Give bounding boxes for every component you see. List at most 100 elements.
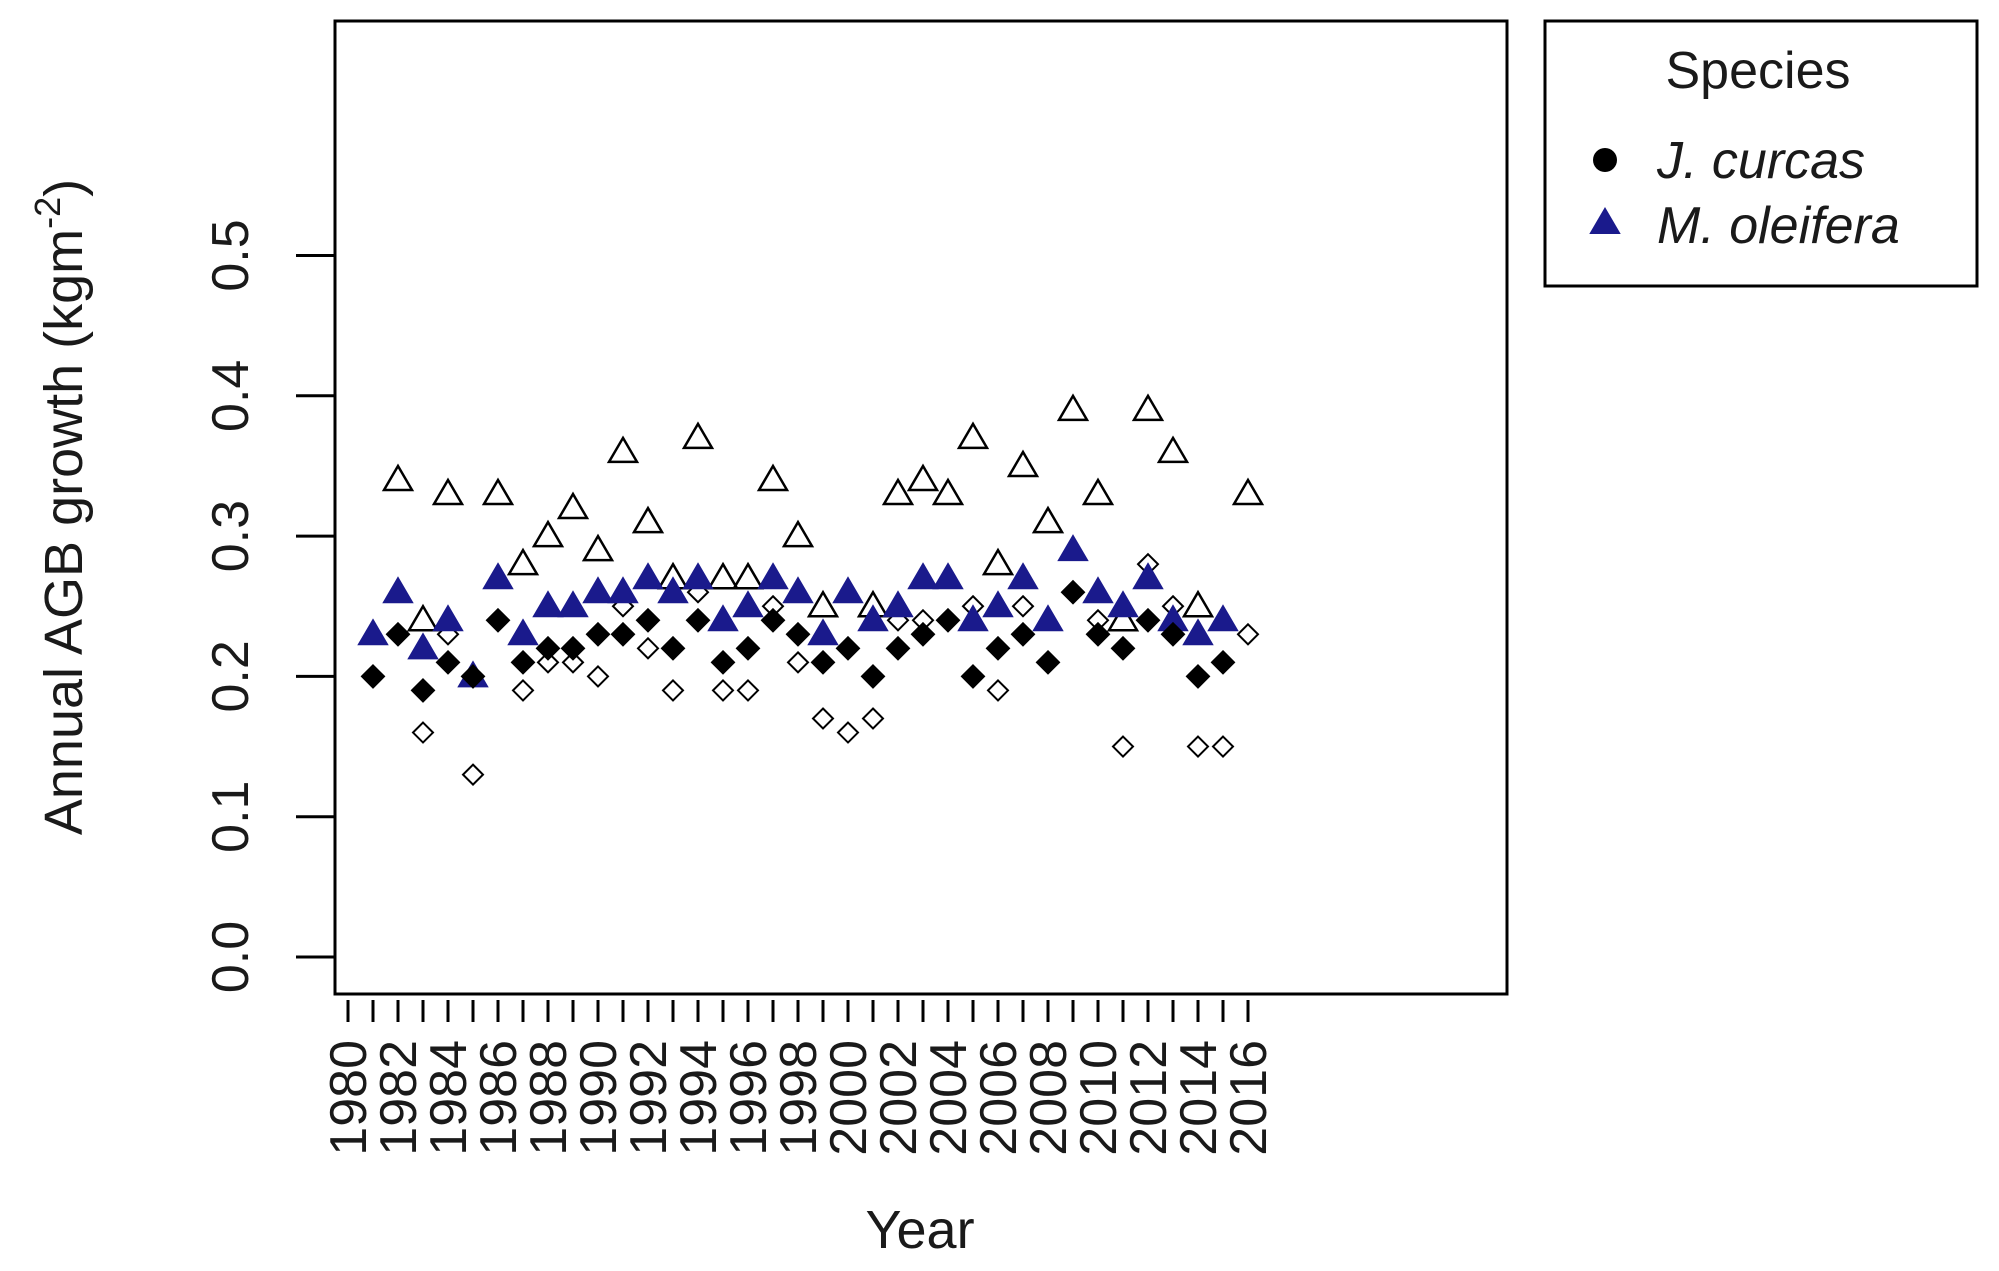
x-tick-label: 1984: [420, 1040, 478, 1156]
point-filled-triangle: [357, 618, 389, 646]
point-open-triangle: [531, 519, 565, 548]
point-open-diamond: [811, 707, 835, 730]
point-open-diamond: [636, 636, 660, 660]
point-open-triangle: [556, 491, 590, 520]
x-tick-label: 2014: [1170, 1040, 1228, 1156]
point-filled-diamond: [1160, 621, 1186, 647]
y-tick-label: 0.2: [202, 640, 260, 712]
x-tick-label: 1994: [670, 1040, 728, 1156]
point-open-triangle: [1181, 589, 1215, 618]
y-axis-title: Annual AGB growth (kgm-2): [27, 179, 94, 835]
point-filled-triangle: [657, 576, 689, 604]
legend-moleifera-label: M. oleifera: [1657, 197, 1900, 255]
x-axis-title: Year: [865, 1200, 974, 1260]
point-filled-diamond: [1135, 607, 1161, 633]
x-tick-label: 2004: [920, 1040, 978, 1156]
point-filled-triangle: [932, 562, 964, 590]
point-filled-diamond: [935, 607, 961, 633]
x-tick-label: 2006: [970, 1040, 1028, 1156]
point-open-triangle: [506, 547, 540, 576]
point-filled-diamond: [485, 607, 511, 633]
y-axis: 0.0 0.1 0.2 0.3 0.4 0.5: [202, 219, 335, 993]
point-filled-diamond: [910, 621, 936, 647]
point-open-diamond: [1236, 622, 1260, 646]
point-filled-triangle: [1082, 576, 1114, 604]
point-filled-diamond: [810, 649, 836, 675]
point-filled-triangle: [382, 576, 414, 604]
point-filled-triangle: [807, 618, 839, 646]
point-filled-diamond: [760, 607, 786, 633]
point-open-triangle: [1156, 435, 1190, 464]
point-open-triangle: [1131, 393, 1165, 422]
point-filled-diamond: [560, 635, 586, 661]
point-filled-diamond: [1035, 649, 1061, 675]
point-open-triangle: [1006, 449, 1040, 478]
point-open-diamond: [586, 664, 610, 688]
point-filled-triangle: [482, 562, 514, 590]
point-open-triangle: [481, 477, 515, 506]
legend-title: Species: [1666, 42, 1851, 100]
point-filled-triangle: [557, 590, 589, 618]
point-filled-diamond: [685, 607, 711, 633]
x-tick-label: 1986: [470, 1040, 528, 1156]
x-tick-label: 1980: [320, 1040, 378, 1156]
point-open-diamond: [711, 679, 735, 702]
point-open-triangle: [706, 561, 740, 590]
x-tick-label: 2008: [1020, 1040, 1078, 1156]
point-open-diamond: [861, 707, 885, 730]
point-open-diamond: [1211, 735, 1235, 758]
point-filled-diamond: [660, 635, 686, 661]
x-tick-label: 1998: [770, 1040, 828, 1156]
point-open-triangle: [1231, 477, 1265, 506]
point-open-diamond: [511, 679, 535, 702]
point-filled-diamond: [835, 635, 861, 661]
point-open-diamond: [661, 679, 685, 702]
point-open-triangle: [581, 533, 615, 562]
legend-moleifera-marker: [1589, 207, 1621, 234]
point-open-triangle: [731, 561, 765, 590]
point-filled-diamond: [735, 635, 761, 661]
point-open-triangle: [956, 421, 990, 450]
point-filled-triangle: [707, 604, 739, 632]
point-open-triangle: [1106, 603, 1140, 632]
point-filled-triangle: [407, 632, 439, 660]
point-filled-triangle: [757, 562, 789, 590]
point-open-triangle: [1081, 477, 1115, 506]
point-filled-triangle: [982, 590, 1014, 618]
point-filled-triangle: [1007, 562, 1039, 590]
point-open-triangle: [381, 463, 415, 492]
point-filled-diamond: [385, 621, 411, 647]
point-filled-diamond: [1085, 621, 1111, 647]
x-tick-label: 1988: [520, 1040, 578, 1156]
x-tick-label: 1996: [720, 1040, 778, 1156]
point-open-triangle: [681, 421, 715, 450]
y-tick-label: 0.4: [202, 360, 260, 432]
point-open-diamond: [536, 650, 560, 674]
point-open-triangle: [931, 477, 965, 506]
point-filled-diamond: [635, 607, 661, 633]
point-filled-triangle: [532, 590, 564, 618]
x-tick-label: 2016: [1220, 1040, 1278, 1156]
point-filled-diamond: [1060, 579, 1086, 605]
point-filled-triangle: [1057, 534, 1089, 562]
legend-jcurcas-marker: [1593, 148, 1617, 172]
point-filled-triangle: [607, 576, 639, 604]
point-filled-diamond: [1210, 649, 1236, 675]
x-tick-label: 1992: [620, 1040, 678, 1156]
point-open-triangle: [1031, 505, 1065, 534]
point-filled-triangle: [907, 562, 939, 590]
point-open-diamond: [461, 763, 485, 787]
plot-frame: [333, 19, 1509, 996]
point-filled-triangle: [832, 576, 864, 604]
point-filled-triangle: [1107, 590, 1139, 618]
point-open-diamond: [986, 679, 1010, 702]
point-open-triangle: [756, 463, 790, 492]
point-open-diamond: [736, 679, 760, 702]
point-filled-diamond: [885, 635, 911, 661]
point-filled-triangle: [1207, 604, 1239, 632]
point-open-triangle: [631, 505, 665, 534]
point-open-diamond: [1011, 594, 1035, 618]
y-tick-label: 0.5: [202, 219, 260, 291]
point-filled-diamond: [435, 649, 461, 675]
